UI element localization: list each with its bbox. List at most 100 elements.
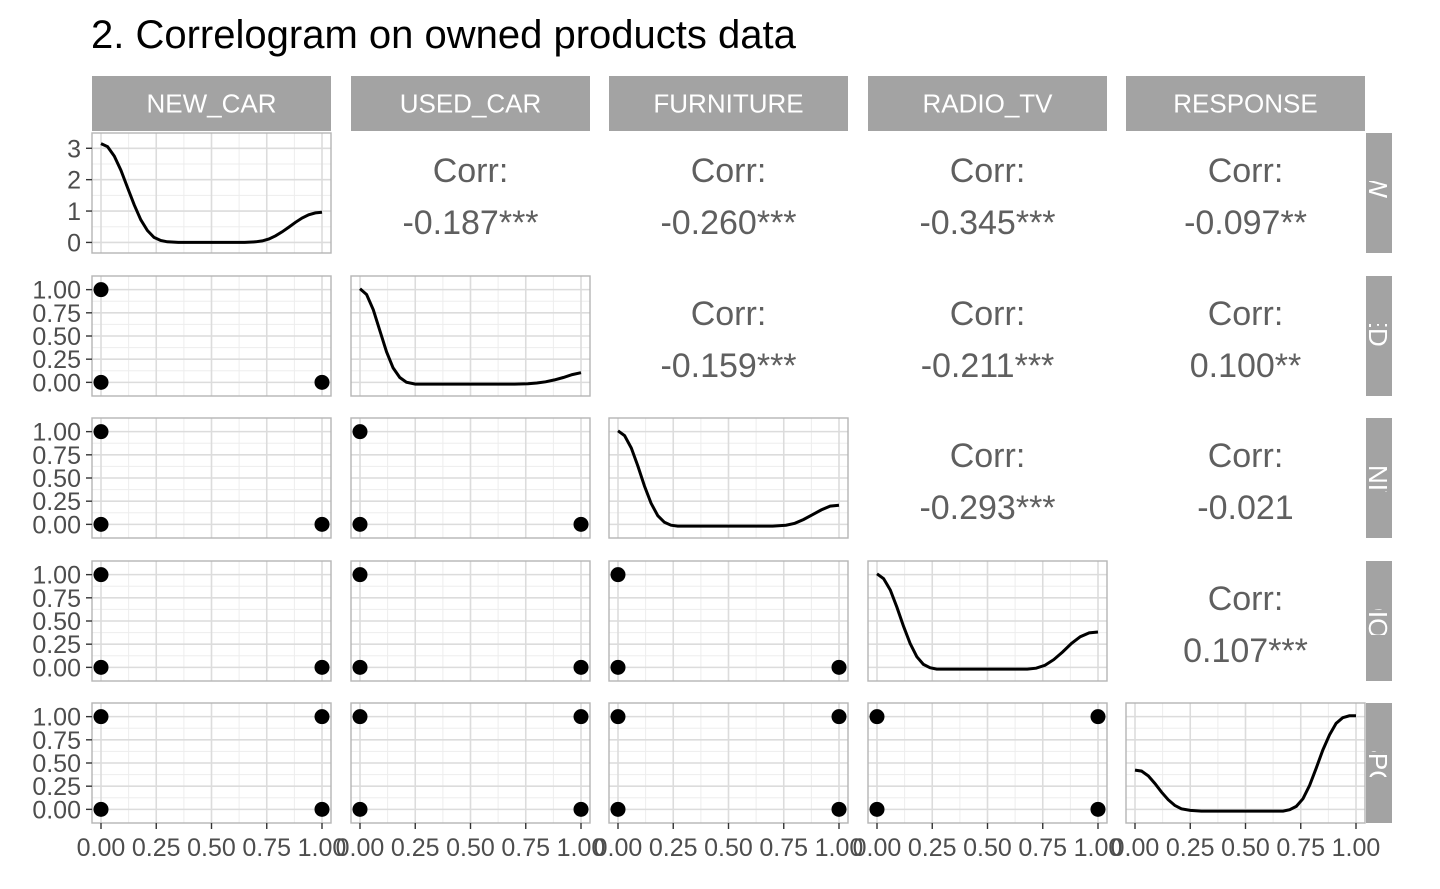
- column-strip: [92, 76, 331, 131]
- y-tick-label: 1.00: [32, 277, 81, 305]
- row-strip-label: NEW_CA: [1363, 137, 1393, 249]
- x-tick-label: 0.50: [1221, 834, 1270, 862]
- scatter-point: [314, 709, 330, 725]
- corr-value: -0.345***: [919, 204, 1055, 242]
- scatter-point: [93, 424, 109, 440]
- corr-caption: Corr:: [950, 152, 1026, 190]
- corr-value: 0.100**: [1190, 347, 1302, 385]
- scatter-point: [1090, 709, 1106, 725]
- y-tick-label: 0.75: [32, 727, 81, 755]
- x-tick-label: 1.00: [1332, 834, 1381, 862]
- scatter-point: [352, 424, 368, 440]
- x-tick-label: 0.50: [963, 834, 1012, 862]
- corr-value: -0.260***: [660, 204, 796, 242]
- corr-caption: Corr:: [950, 437, 1026, 475]
- y-tick-label: 0.75: [32, 442, 81, 470]
- column-strip-label: USED_CAR: [400, 89, 542, 119]
- column-strip: [1126, 76, 1365, 131]
- x-tick-label: 1.00: [815, 834, 864, 862]
- scatter-point: [314, 659, 330, 675]
- x-tick-label: 0.75: [759, 834, 808, 862]
- y-tick-label: 0.50: [32, 323, 81, 351]
- scatter-point: [352, 659, 368, 675]
- scatter-point: [93, 801, 109, 817]
- y-tick-label: 0.25: [32, 488, 81, 516]
- row-strip-label: RADIO_TV: [1363, 556, 1393, 687]
- panel-border: [350, 417, 591, 539]
- scatter-point: [831, 801, 847, 817]
- corr-caption: Corr:: [691, 152, 767, 190]
- y-tick-label: 0.25: [32, 773, 81, 801]
- y-tick-label: 0.75: [32, 585, 81, 613]
- corr-caption: Corr:: [1208, 152, 1284, 190]
- scatter-point: [573, 801, 589, 817]
- column-strip-label: NEW_CAR: [146, 89, 276, 119]
- scatter-point: [352, 801, 368, 817]
- row-strip: [1366, 418, 1392, 538]
- scatter-point: [314, 374, 330, 390]
- x-tick-label: 0.75: [501, 834, 550, 862]
- scatter-point: [1090, 801, 1106, 817]
- scatter-point: [93, 659, 109, 675]
- column-strip-label: RESPONSE: [1173, 89, 1318, 119]
- scatter-point: [831, 709, 847, 725]
- x-tick-label: 0.25: [908, 834, 957, 862]
- y-tick-label: 1.00: [32, 419, 81, 447]
- corr-value: 0.107***: [1183, 632, 1308, 670]
- scatter-point: [831, 659, 847, 675]
- y-tick-label: 0.25: [32, 631, 81, 659]
- x-tick-label: 0.00: [336, 834, 385, 862]
- corr-caption: Corr:: [1208, 437, 1284, 475]
- column-strip-label: FURNITURE: [653, 89, 803, 119]
- y-tick-label: 3: [67, 135, 81, 163]
- row-strip: [1366, 561, 1392, 681]
- x-tick-label: 0.50: [187, 834, 236, 862]
- corr-value: -0.159***: [660, 347, 796, 385]
- y-tick-label: 0.50: [32, 465, 81, 493]
- scatter-point: [93, 282, 109, 298]
- density-line: [876, 572, 1099, 671]
- scatter-point: [610, 801, 626, 817]
- density-line: [100, 142, 323, 244]
- row-strip-label: USED_CA: [1363, 275, 1393, 398]
- panel-border: [350, 560, 591, 682]
- row-strip: [1366, 703, 1392, 823]
- y-tick-label: 1.00: [32, 562, 81, 590]
- x-tick-label: 0.00: [1111, 834, 1160, 862]
- y-tick-label: 0.50: [32, 750, 81, 778]
- scatter-point: [573, 516, 589, 532]
- row-strip-label: FURNITUR: [1363, 412, 1393, 545]
- y-tick-label: 0.00: [32, 511, 81, 539]
- corr-caption: Corr:: [1208, 580, 1284, 618]
- x-tick-label: 1.00: [557, 834, 606, 862]
- row-strip-label: RESPONS: [1363, 699, 1393, 826]
- scatter-point: [93, 516, 109, 532]
- y-tick-label: 0.50: [32, 608, 81, 636]
- column-strip: [868, 76, 1107, 131]
- x-tick-label: 1.00: [298, 834, 347, 862]
- row-strip: [1366, 133, 1392, 253]
- y-tick-label: 1: [67, 198, 81, 226]
- scatter-point: [610, 567, 626, 583]
- y-tick-label: 0.00: [32, 796, 81, 824]
- corr-caption: Corr:: [433, 152, 509, 190]
- panel-border: [350, 275, 591, 397]
- x-tick-label: 0.25: [1166, 834, 1215, 862]
- scatter-point: [314, 516, 330, 532]
- y-tick-label: 0: [67, 229, 81, 257]
- scatter-point: [93, 709, 109, 725]
- x-tick-label: 0.25: [649, 834, 698, 862]
- panel-grid: NEW_CAR USED_CAR FURNITURE RADIO_TV RESPONSE…: [32, 76, 1393, 862]
- x-tick-label: 0.00: [853, 834, 902, 862]
- scatter-point: [352, 709, 368, 725]
- corr-caption: Corr:: [1208, 295, 1284, 333]
- scatter-point: [869, 801, 885, 817]
- scatter-point: [610, 709, 626, 725]
- x-tick-label: 0.25: [132, 834, 181, 862]
- corr-value: -0.211***: [921, 347, 1055, 385]
- scatter-point: [610, 659, 626, 675]
- row-strip: [1366, 276, 1392, 396]
- x-tick-label: 0.75: [1018, 834, 1067, 862]
- corr-value: -0.293***: [919, 489, 1055, 527]
